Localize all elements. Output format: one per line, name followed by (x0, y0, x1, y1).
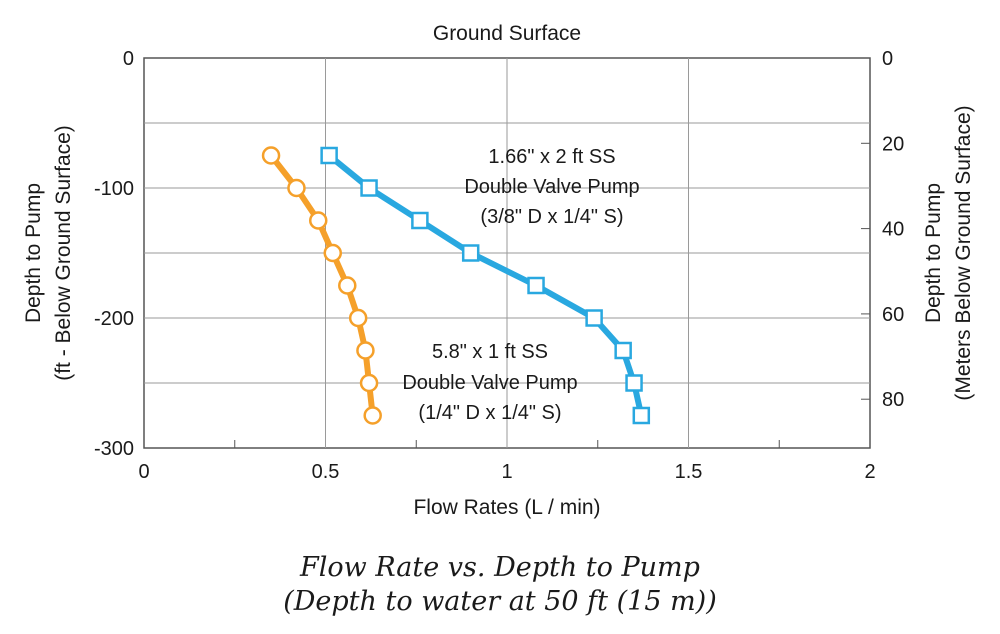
y-tick-label: 0 (123, 48, 134, 70)
series-marker-circle (356, 341, 375, 360)
right-tick-label: 20 (882, 133, 904, 155)
series-marker-circle (287, 178, 306, 198)
orange-annotation-line2: Double Valve Pump (402, 372, 577, 394)
orange-annotation-line3: (1/4" D x 1/4" S) (418, 402, 561, 424)
series-marker-square (461, 244, 480, 262)
series-marker-square (320, 146, 338, 165)
series-marker-circle (308, 211, 328, 230)
x-tick-label: 1.5 (675, 461, 703, 483)
top-label: Ground Surface (433, 22, 581, 45)
x-tick-label: 0 (138, 461, 149, 483)
series-marker-square (585, 309, 603, 327)
series-marker-circle (363, 406, 382, 425)
right-tick-label: 80 (882, 389, 904, 411)
series-marker-square (527, 276, 545, 295)
y-tick-label: -300 (94, 438, 134, 460)
x-tick-label: 0.5 (312, 461, 340, 483)
series-annotations: 1.66" x 2 ft SS Double Valve Pump (3/8" … (402, 146, 639, 424)
orange-annotation-line1: 5.8" x 1 ft SS (432, 341, 548, 363)
series-marker-square (632, 406, 651, 425)
series-marker-circle (261, 146, 281, 165)
x-tick-label: 1 (501, 461, 512, 483)
right-tick-label: 40 (882, 219, 904, 241)
blue-annotation-line2: Double Valve Pump (464, 176, 639, 198)
y-left-label-line1: Depth to Pump (22, 183, 45, 323)
series-marker-square (625, 374, 643, 392)
series-marker-circle (348, 308, 368, 328)
y-right-label-line2: (Meters Below Ground Surface) (952, 105, 975, 400)
x-axis-label: Flow Rates (L / min) (413, 496, 600, 519)
blue-annotation-line1: 1.66" x 2 ft SS (488, 146, 615, 168)
y-left-label-line2: (ft - Below Ground Surface) (52, 125, 75, 381)
series-marker-circle (323, 243, 343, 263)
caption-line1: Flow Rate vs. Depth to Pump (300, 552, 700, 583)
series-marker-square (360, 179, 378, 197)
right-tick-label: 60 (882, 304, 904, 326)
y-tick-label: -100 (94, 178, 134, 200)
series-marker-circle (359, 373, 379, 393)
x-tick-label: 2 (864, 461, 875, 483)
series-marker-square (411, 211, 429, 230)
series-layer (261, 146, 651, 425)
caption-line2: (Depth to water at 50 ft (15 m)) (283, 586, 717, 617)
y-right-label-line1: Depth to Pump (922, 183, 945, 323)
axis-labels: Ground Surface Flow Rates (L / min) Dept… (22, 22, 975, 519)
y-tick-label: -200 (94, 308, 134, 330)
blue-annotation-line3: (3/8" D x 1/4" S) (480, 206, 623, 228)
right-tick-label: 0 (882, 48, 893, 70)
series-marker-circle (338, 276, 357, 295)
series-marker-square (614, 341, 632, 360)
